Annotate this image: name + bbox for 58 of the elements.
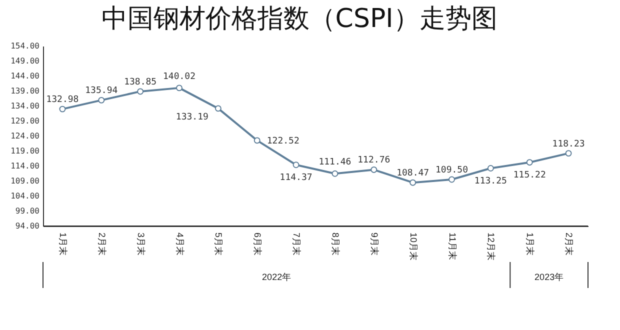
point [410, 179, 416, 186]
y-tick-label: 154.00 [10, 42, 40, 50]
data-label: 111.46 [318, 158, 352, 168]
point [214, 105, 222, 112]
y-tick-label: 124.00 [10, 132, 40, 140]
y-tick-label: 149.00 [10, 56, 40, 66]
data-label: 132.98 [46, 95, 79, 106]
y-tick-label: 129.00 [10, 116, 40, 126]
data-label: 135.94 [85, 86, 118, 96]
data-label: 133.19 [176, 112, 208, 122]
y-tick-label: 144.00 [10, 72, 40, 80]
point [332, 170, 338, 177]
data-label: 138.85 [124, 77, 157, 88]
data-label: 113.25 [474, 176, 507, 186]
point [565, 150, 572, 157]
x-tick-label: 2月末 [96, 232, 107, 256]
data-label: 122.52 [266, 136, 300, 146]
x-tick-label: 4月末 [174, 232, 185, 256]
point [59, 106, 66, 112]
y-tick-label: 139.00 [10, 86, 40, 96]
x-tick-label: 10月末 [408, 232, 418, 261]
x-tick-label: 12月末 [486, 232, 496, 261]
y-tick-label: 99.00 [15, 206, 40, 216]
text: 2022年 [262, 272, 292, 282]
point [526, 159, 533, 166]
point [98, 96, 105, 104]
point [176, 84, 182, 92]
x-tick-label: 3月末 [136, 232, 146, 256]
y-tick-label: 134.00 [10, 102, 40, 110]
x-tick-label: 1月末 [525, 232, 536, 256]
y-tick-label: 114.00 [10, 162, 40, 170]
y-tick-label: 119.00 [10, 146, 40, 156]
y-tick-label: 109.00 [10, 176, 40, 186]
data-label: 112.76 [358, 156, 390, 166]
data-label: 114.37 [280, 172, 312, 183]
y-tick-label: 104.00 [10, 192, 40, 200]
point [254, 137, 260, 144]
x-tick-label: 1月末 [58, 232, 68, 256]
x-tick-label: 2月末 [564, 232, 574, 256]
text: 2023年 [534, 272, 564, 282]
x-tick-label: 8月末 [330, 232, 340, 256]
chart-title: 中国钢材价格指数（CSPI）走势图 [101, 4, 498, 34]
data-label: 118.23 [552, 139, 585, 150]
data-label: 115.22 [513, 170, 546, 180]
x-tick-label: 6月末 [252, 232, 263, 256]
point [292, 162, 300, 168]
x-tick-label: 7月末 [292, 232, 302, 256]
point [137, 88, 144, 95]
y-tick-label: 94.00 [15, 222, 40, 230]
point [448, 176, 455, 183]
data-label: 140.02 [162, 72, 196, 82]
point [370, 166, 378, 173]
data-label: 108.47 [396, 168, 430, 179]
data-label: 109.50 [435, 166, 468, 176]
point [487, 165, 494, 172]
x-tick-label: 9月末 [369, 232, 380, 256]
x-tick-label: 5月末 [214, 232, 224, 256]
x-tick-label: 11月末 [447, 232, 458, 260]
